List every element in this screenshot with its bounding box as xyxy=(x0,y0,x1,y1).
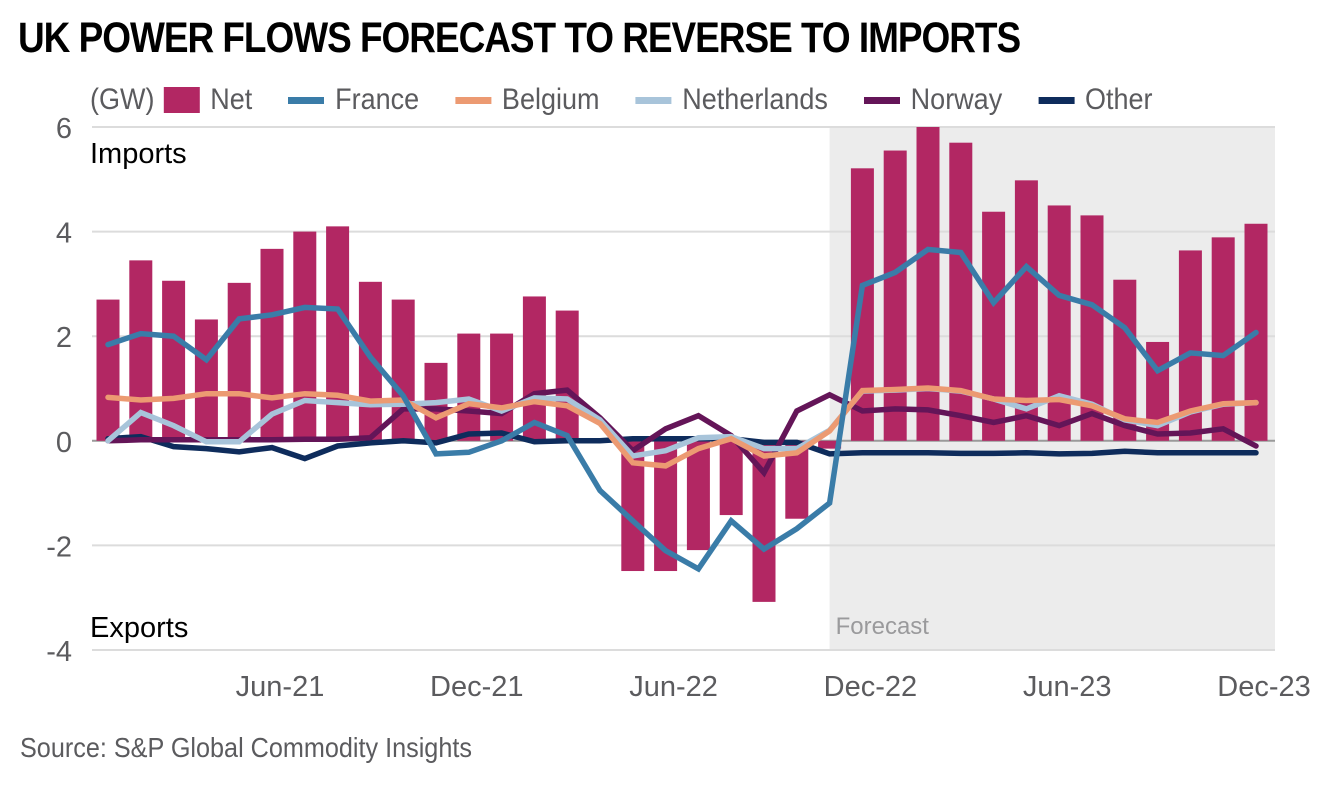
bar-net xyxy=(1080,215,1104,441)
bar-net xyxy=(1211,237,1235,441)
legend-label-netherlands: Netherlands xyxy=(682,83,828,116)
legend-item-norway: Norway xyxy=(863,83,1003,117)
legend-item-netherlands: Netherlands xyxy=(635,83,828,117)
bar-net xyxy=(260,248,284,441)
line-netherlands xyxy=(105,385,1259,459)
legend-swatch-other xyxy=(1038,96,1075,104)
line-france xyxy=(105,246,1259,573)
x-tick-label: Jun-23 xyxy=(1023,671,1112,703)
legend-label-other: Other xyxy=(1085,83,1153,116)
bar-net xyxy=(457,333,481,441)
y-tick-label: 2 xyxy=(56,322,72,354)
bar-net xyxy=(719,440,743,516)
bar-net xyxy=(1014,180,1038,441)
legend-item-france: France xyxy=(288,83,419,117)
bar-net xyxy=(96,299,120,441)
y-tick-label: -2 xyxy=(46,531,72,563)
legend: (GW) Net France Belgium Netherlands Norw… xyxy=(90,80,1189,120)
bar-net xyxy=(752,440,776,602)
legend-item-other: Other xyxy=(1038,83,1153,117)
bar-net xyxy=(490,333,514,441)
legend-swatch-belgium xyxy=(455,96,492,104)
source-note: Source: S&P Global Commodity Insights xyxy=(20,732,472,763)
bar-net xyxy=(194,319,218,441)
x-tick-label: Jun-22 xyxy=(629,671,718,703)
legend-item-net: Net xyxy=(163,83,252,117)
x-tick-label: Jun-21 xyxy=(236,671,325,703)
bar-net xyxy=(522,296,546,441)
line-other xyxy=(105,430,1259,462)
y-tick-label: 6 xyxy=(56,113,72,145)
legend-swatch-netherlands xyxy=(635,96,672,104)
bar-net xyxy=(982,211,1006,441)
chart-title: UK POWER FLOWS FORECAST TO REVERSE TO IM… xyxy=(18,14,1021,62)
y-tick-label: 0 xyxy=(56,427,72,459)
legend-label-belgium: Belgium xyxy=(501,83,600,116)
bar-net xyxy=(785,440,809,519)
bar-net xyxy=(850,168,874,441)
x-tick-label: Dec-23 xyxy=(1217,671,1311,703)
legend-label-net: Net xyxy=(210,83,253,116)
bar-net xyxy=(621,440,645,572)
bar-net xyxy=(555,310,579,441)
x-tick-label: Dec-21 xyxy=(430,671,524,703)
y-tick-label: 4 xyxy=(56,218,72,250)
legend-label-norway: Norway xyxy=(910,83,1003,116)
line-belgium xyxy=(105,385,1259,469)
legend-swatch-norway xyxy=(863,96,900,104)
unit-label: (GW) xyxy=(90,83,155,116)
bar-net xyxy=(883,150,907,441)
bar-net xyxy=(1178,250,1202,441)
bar-net xyxy=(129,260,153,441)
bar-net xyxy=(916,127,940,441)
forecast-annotation: Forecast xyxy=(836,613,930,640)
legend-label-france: France xyxy=(335,83,420,116)
y-tick-label: -4 xyxy=(46,636,72,668)
exports-annotation: Exports xyxy=(90,612,188,644)
line-norway xyxy=(105,387,1259,478)
legend-swatch-france xyxy=(288,96,325,104)
bar-net xyxy=(162,280,186,441)
legend-swatch-net xyxy=(163,87,200,113)
bar-net xyxy=(949,142,973,441)
bar-net xyxy=(1113,279,1137,441)
bar-net xyxy=(1047,205,1071,441)
bar-net xyxy=(227,282,251,441)
imports-annotation: Imports xyxy=(90,138,187,170)
x-tick-label: Dec-22 xyxy=(824,671,918,703)
bar-net xyxy=(686,440,710,551)
bar-net xyxy=(654,440,678,572)
bar-net xyxy=(326,226,350,441)
bar-net xyxy=(818,440,842,449)
bar-net xyxy=(293,231,317,441)
legend-item-belgium: Belgium xyxy=(455,83,599,117)
